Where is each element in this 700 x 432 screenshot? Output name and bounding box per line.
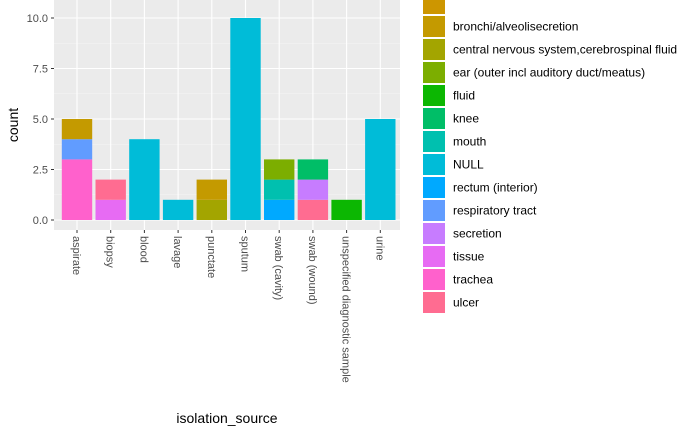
bars xyxy=(61,18,396,220)
legend-label: trachea xyxy=(453,273,493,287)
legend-label: fluid xyxy=(453,89,475,103)
y-axis-title: count xyxy=(5,108,21,142)
x-tick-label: lavage xyxy=(171,236,183,268)
legend-label: rectum (interior) xyxy=(453,181,538,195)
bar-segment xyxy=(297,199,329,220)
bar-segment xyxy=(230,18,261,220)
bar-segment xyxy=(61,139,93,160)
legend-key xyxy=(423,0,445,14)
x-axis-title: isolation_source xyxy=(176,410,277,426)
bar-segment xyxy=(61,159,93,220)
legend-label: tissue xyxy=(453,250,485,264)
x-tick-label: punctate xyxy=(205,236,217,278)
x-tick-label: aspirate xyxy=(70,236,82,275)
x-tick-label: sputum xyxy=(239,236,251,272)
bar-segment xyxy=(365,119,396,220)
legend-label: ulcer xyxy=(453,296,479,310)
y-tick-label: 7.5 xyxy=(33,64,48,76)
legend-key xyxy=(423,39,445,60)
legend-key xyxy=(423,85,445,106)
bar-segment xyxy=(264,159,295,180)
legend: bronchi/alveolisecretion central nervous … xyxy=(423,0,677,313)
legend-label: mouth xyxy=(453,135,486,149)
y-tick-label: 0.0 xyxy=(33,215,48,227)
bar-segment xyxy=(162,199,194,220)
legend-key xyxy=(423,246,445,267)
bar-segment xyxy=(264,179,295,200)
bar-segment xyxy=(331,199,362,220)
legend-key xyxy=(423,177,445,198)
bar-segment xyxy=(95,199,126,220)
legend-label: secretion xyxy=(453,227,502,241)
legend-key xyxy=(423,16,445,37)
legend-label: ear (outer incl auditory duct/meatus) xyxy=(453,66,645,80)
legend-key xyxy=(423,269,445,290)
bar-segment xyxy=(129,139,160,220)
y-tick-label: 5.0 xyxy=(33,114,48,126)
legend-label: NULL xyxy=(453,158,484,172)
legend-key xyxy=(423,223,445,244)
bar-segment xyxy=(297,159,329,180)
bar-segment xyxy=(196,199,227,220)
bar-segment xyxy=(95,179,126,200)
bar-segment xyxy=(264,199,295,220)
legend-label: bronchi/alveolisecretion xyxy=(453,20,578,34)
legend-label: central nervous system,cerebrospinal flu… xyxy=(453,43,677,57)
y-axis: 0.0 2.5 5.0 7.5 10.0 xyxy=(27,13,54,227)
x-tick-label: biopsy xyxy=(104,236,116,268)
bar-segment xyxy=(297,179,329,200)
y-tick-label: 10.0 xyxy=(27,13,48,25)
legend-label: knee xyxy=(453,112,479,126)
bar-segment xyxy=(196,179,227,200)
x-tick-label: blood xyxy=(137,236,149,263)
legend-label: respiratory tract xyxy=(453,204,537,218)
legend-key xyxy=(423,154,445,175)
y-tick-label: 2.5 xyxy=(33,165,48,177)
x-tick-label: urine xyxy=(373,236,385,260)
x-tick-label: swab (wound) xyxy=(306,236,318,304)
bar-segment xyxy=(61,119,93,140)
legend-key xyxy=(423,62,445,83)
x-axis: aspirate biopsy blood lavage punctate sputum s… xyxy=(70,230,385,383)
legend-key xyxy=(423,292,445,313)
legend-key xyxy=(423,108,445,129)
x-tick-label: swab (cavity) xyxy=(272,236,284,300)
legend-key xyxy=(423,200,445,221)
legend-key xyxy=(423,131,445,152)
x-tick-label: unspecified diagnostic sample xyxy=(340,236,352,383)
